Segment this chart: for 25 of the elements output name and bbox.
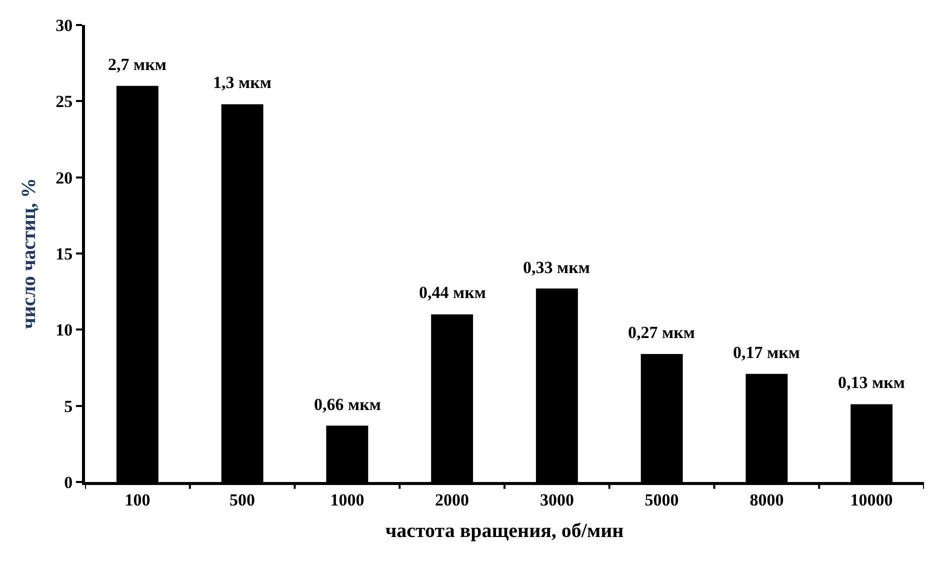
y-tick-label: 0 xyxy=(64,472,73,492)
y-tick-label: 30 xyxy=(56,16,73,35)
annotation: 0,27 мкм xyxy=(628,323,696,342)
x-tick-label: 500 xyxy=(230,490,256,510)
annotation: 0,17 мкм xyxy=(733,343,800,362)
x-axis-title: частота вращения, об/мин xyxy=(385,520,624,542)
x-tick-label: 1000 xyxy=(330,490,364,510)
annotation: 0,44 мкм xyxy=(419,283,486,302)
y-tick-label: 20 xyxy=(56,168,73,188)
y-tick-label: 15 xyxy=(56,244,73,264)
x-tick-label: 10000 xyxy=(850,490,893,510)
x-tick-label: 8000 xyxy=(750,490,784,510)
x-tick-label: 2000 xyxy=(435,490,470,510)
annotation: 0,66 мкм xyxy=(314,395,382,414)
x-tick-label: 3000 xyxy=(540,490,574,510)
annotation: 0,33 мкм xyxy=(523,258,590,277)
y-tick-label: 25 xyxy=(56,92,73,112)
annotation: 2,7 мкм xyxy=(108,55,167,74)
y-tick-label: 5 xyxy=(64,396,73,416)
y-tick-label: 10 xyxy=(56,320,73,340)
x-tick-label: 100 xyxy=(124,490,150,510)
annotation: 0,13 мкм xyxy=(838,373,906,392)
annotation: 1,3 мкм xyxy=(213,73,272,92)
y-axis-title: число частиц, % xyxy=(18,178,40,329)
x-tick-label: 5000 xyxy=(644,490,679,510)
